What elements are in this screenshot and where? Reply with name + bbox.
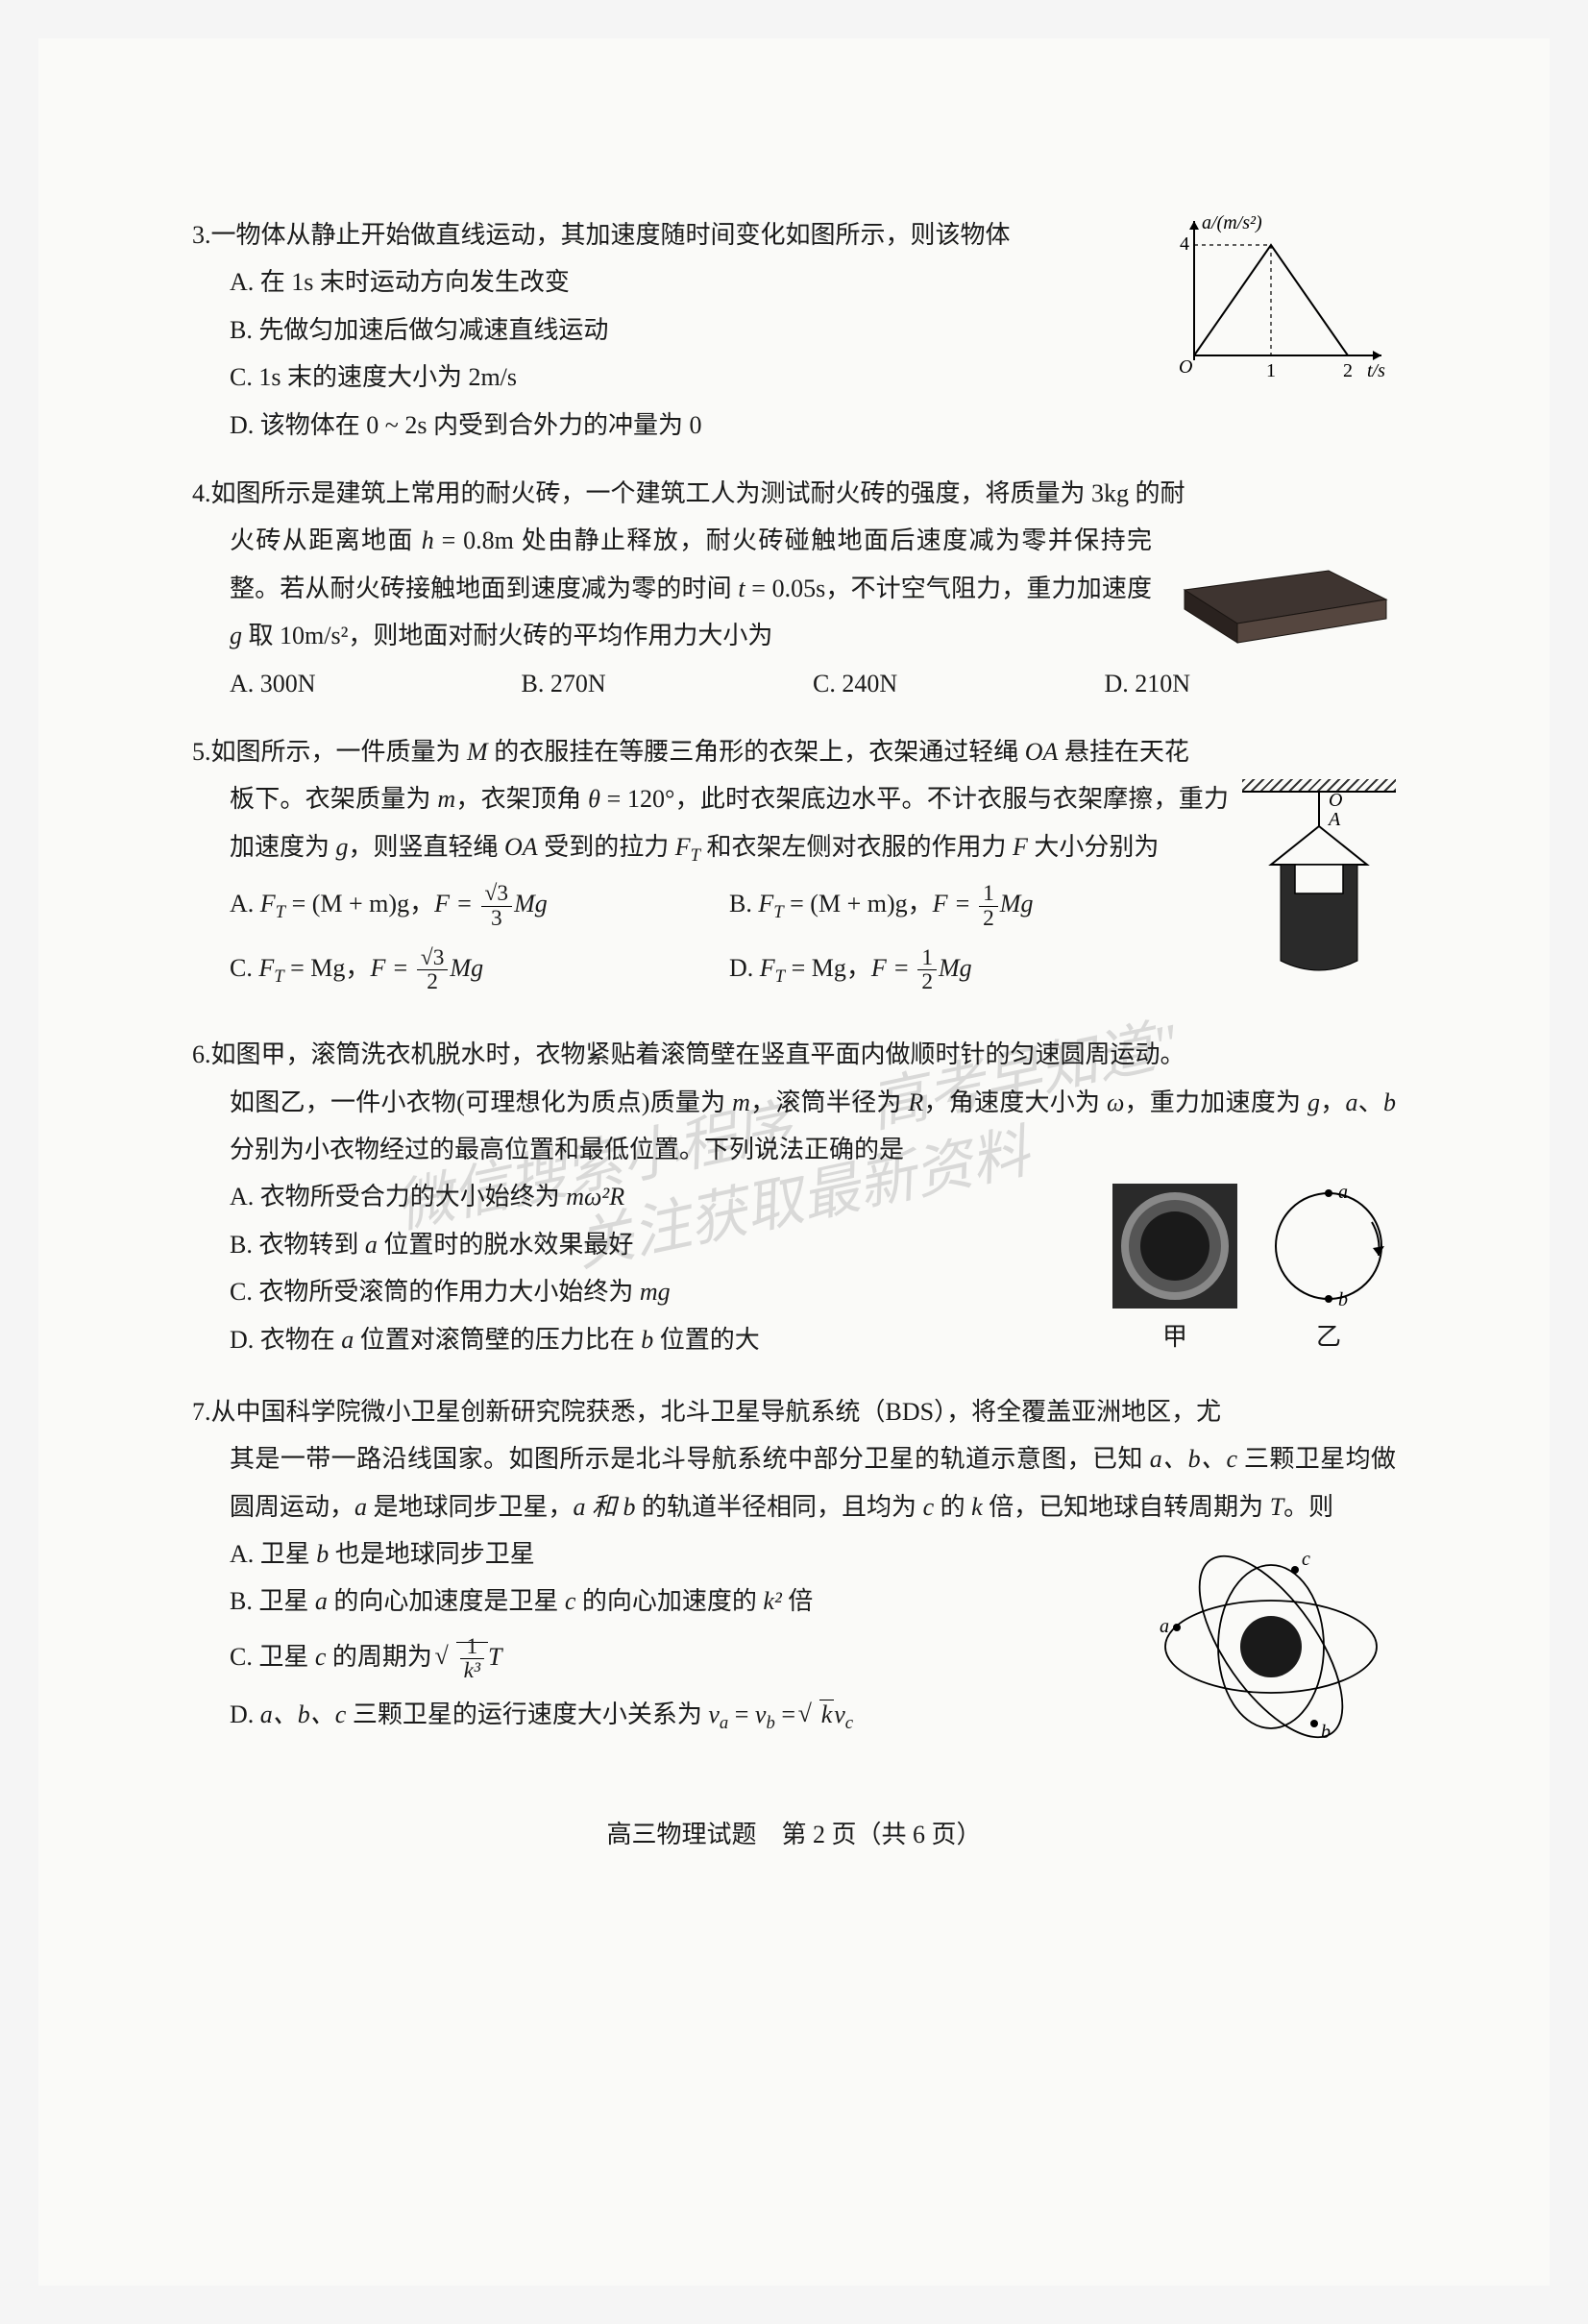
q5-opt-a: A. FT = (M + m)g，F = √33Mg (230, 880, 729, 930)
question-7: 7.从中国科学院微小卫星创新研究院获悉，北斗卫星导航系统（BDS），将全覆盖亚洲… (192, 1388, 1396, 1763)
q4-opt-d: D. 210N (1105, 660, 1397, 707)
q6-number: 6. (192, 1040, 211, 1068)
q5-stem-body: 板下。衣架质量为 m，衣架顶角 θ = 120°，此时衣架底边水平。不计衣服与衣… (192, 775, 1396, 872)
question-5: 5.如图所示，一件质量为 M 的衣服挂在等腰三角形的衣架上，衣架通过轻绳 OA … (192, 728, 1396, 1010)
q6-stem-body: 如图乙，一件小衣物(可理想化为质点)质量为 m，滚筒半径为 R，角速度大小为 ω… (192, 1079, 1396, 1174)
q6-fig-jia: 甲 (1108, 1179, 1242, 1360)
q5-number: 5. (192, 738, 211, 766)
q5-opt-c: C. FT = Mg，F = √32Mg (230, 944, 729, 994)
svg-text:1: 1 (1266, 360, 1276, 381)
svg-text:b: b (1338, 1289, 1348, 1310)
q6-stem-line1: 6.如图甲，滚筒洗衣机脱水时，衣物紧贴着滚筒壁在竖直平面内做顺时针的匀速圆周运动… (192, 1031, 1396, 1078)
question-3: 4 1 2 O t/s a/(m/s²) 3.一物体从静止开始做直线运动，其加速… (192, 211, 1396, 449)
svg-text:A: A (1327, 809, 1341, 830)
q3-graph: 4 1 2 O t/s a/(m/s²) (1175, 211, 1396, 384)
q7-number: 7. (192, 1398, 211, 1426)
q5-hanger-figure: O A (1242, 779, 1396, 1004)
svg-text:b: b (1321, 1722, 1331, 1743)
exam-page: 微信搜索小程序 "高考早知道" 关注获取最新资料 4 1 2 O t/s a/(… (38, 38, 1550, 2286)
q4-options: A. 300N B. 270N C. 240N D. 210N (192, 660, 1396, 707)
q4-number: 4. (192, 479, 211, 507)
q4-stem-line1: 4.如图所示是建筑上常用的耐火砖，一个建筑工人为测试耐火砖的强度，将质量为 3k… (192, 470, 1396, 517)
q5-options: A. FT = (M + m)g，F = √33Mg B. FT = (M + … (192, 872, 1229, 993)
q4-opt-a: A. 300N (230, 660, 522, 707)
q4-opt-c: C. 240N (813, 660, 1105, 707)
q4-opt-b: B. 270N (522, 660, 814, 707)
q5-stem-line1: 5.如图所示，一件质量为 M 的衣服挂在等腰三角形的衣架上，衣架通过轻绳 OA … (192, 728, 1396, 775)
svg-text:c: c (1302, 1549, 1310, 1570)
question-4: 4.如图所示是建筑上常用的耐火砖，一个建筑工人为测试耐火砖的强度，将质量为 3k… (192, 470, 1396, 707)
q4-brick-figure (1165, 523, 1396, 648)
svg-text:t/s: t/s (1367, 360, 1385, 381)
svg-text:a: a (1338, 1182, 1348, 1203)
svg-text:a/(m/s²): a/(m/s²) (1202, 212, 1262, 233)
svg-text:4: 4 (1180, 233, 1189, 255)
page-footer: 高三物理试题 第 2 页（共 6 页） (192, 1811, 1396, 1858)
q5-opt-b: B. FT = (M + m)g，F = 12Mg (729, 880, 1229, 930)
q3-number: 3. (192, 221, 211, 249)
q5-opt-d: D. FT = Mg，F = 12Mg (729, 944, 1229, 994)
q3-opt-d: D. 该物体在 0 ~ 2s 内受到合外力的冲量为 0 (192, 402, 1396, 449)
q6-figures: 甲 a b 乙 (1108, 1179, 1396, 1360)
q6-fig-yi: a b 乙 (1261, 1179, 1396, 1360)
q7-stem-line1: 7.从中国科学院微小卫星创新研究院获悉，北斗卫星导航系统（BDS），将全覆盖亚洲… (192, 1388, 1396, 1435)
svg-text:2: 2 (1343, 360, 1353, 381)
q7-stem-body: 其是一带一路沿线国家。如图所示是北斗导航系统中部分卫星的轨道示意图，已知 a、b… (192, 1435, 1396, 1530)
q7-orbit-figure: a b c (1146, 1536, 1396, 1757)
svg-text:O: O (1179, 356, 1192, 378)
question-6: 6.如图甲，滚筒洗衣机脱水时，衣物紧贴着滚筒壁在竖直平面内做顺时针的匀速圆周运动… (192, 1031, 1396, 1367)
svg-text:a: a (1160, 1616, 1169, 1637)
